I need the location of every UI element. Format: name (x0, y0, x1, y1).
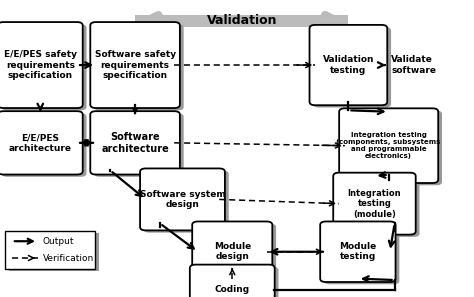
Text: Module
design: Module design (214, 242, 251, 261)
Text: Validate
software: Validate software (391, 55, 436, 75)
FancyBboxPatch shape (337, 175, 419, 237)
Text: Software system
design: Software system design (140, 190, 225, 209)
FancyBboxPatch shape (90, 111, 180, 175)
Text: Output: Output (43, 237, 74, 246)
FancyBboxPatch shape (192, 222, 272, 282)
Bar (5, 230, 95, 269)
Text: Integration
testing
(module): Integration testing (module) (347, 189, 401, 219)
FancyBboxPatch shape (94, 113, 183, 177)
FancyBboxPatch shape (94, 24, 183, 110)
Text: Validation: Validation (207, 14, 277, 27)
FancyBboxPatch shape (2, 113, 86, 177)
FancyBboxPatch shape (196, 224, 276, 284)
FancyBboxPatch shape (0, 22, 82, 108)
FancyBboxPatch shape (90, 22, 180, 108)
FancyBboxPatch shape (310, 25, 387, 105)
FancyBboxPatch shape (193, 267, 278, 297)
FancyBboxPatch shape (144, 171, 228, 233)
Text: Verification: Verification (43, 254, 94, 263)
FancyBboxPatch shape (324, 224, 399, 284)
Text: Validation
testing: Validation testing (323, 55, 374, 75)
Text: Coding: Coding (215, 285, 250, 294)
FancyBboxPatch shape (0, 111, 82, 175)
FancyBboxPatch shape (333, 173, 416, 235)
FancyBboxPatch shape (140, 168, 225, 230)
FancyBboxPatch shape (2, 24, 86, 110)
Text: E/E/PES safety
requirements
specification: E/E/PES safety requirements specificatio… (4, 50, 77, 80)
Text: Software safety
requirements
specification: Software safety requirements specificati… (94, 50, 176, 80)
FancyBboxPatch shape (313, 27, 391, 108)
Text: E/E/PES
architecture: E/E/PES architecture (9, 133, 72, 153)
Bar (9, 233, 99, 271)
FancyBboxPatch shape (339, 108, 438, 183)
Text: Integration testing
(components, subsystems
and programmable
electronics): Integration testing (components, subsyst… (337, 132, 441, 159)
FancyBboxPatch shape (320, 222, 395, 282)
FancyBboxPatch shape (190, 265, 274, 297)
Text: Module
testing: Module testing (339, 242, 376, 261)
Text: Software
architecture: Software architecture (101, 132, 169, 154)
Bar (135, 15, 348, 27)
FancyBboxPatch shape (343, 110, 442, 185)
